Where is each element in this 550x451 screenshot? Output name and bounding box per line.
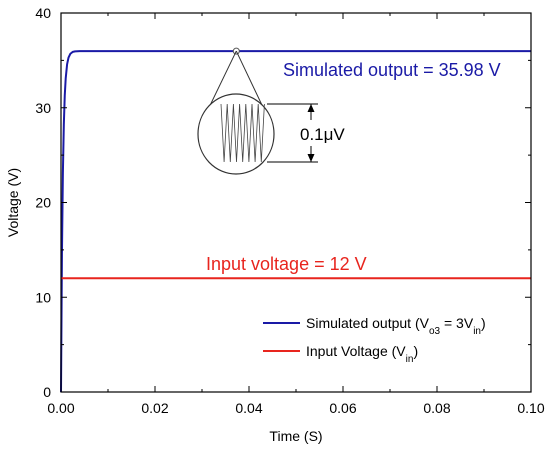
plot-lines [60,50,531,393]
ripple-waveform [220,103,265,163]
x-tick-label: 0.06 [329,400,356,416]
x-tick-label: 0.02 [141,400,168,416]
x-tick-label: 0.08 [423,400,450,416]
dim-arrow-down [307,154,315,162]
x-tick-label: 0.00 [47,400,74,416]
output-annotation: Simulated output = 35.98 V [283,60,501,80]
ripple-amplitude-label: 0.1μV [300,125,345,144]
y-tick-label: 30 [35,100,51,116]
axis-tick-labels: 0.00 0.02 0.04 0.06 0.08 0.10 0 10 20 30 40 [35,5,544,416]
y-tick-label: 40 [35,5,51,21]
dim-arrow-up [307,104,315,112]
legend: Simulated output (Vo3 = 3Vin) Input Volta… [263,315,486,365]
y-tick-label: 10 [35,289,51,305]
y-tick-label: 0 [43,384,51,400]
y-tick-label: 20 [35,195,51,211]
output-series-line [60,50,531,393]
legend-label-input: Input Voltage (Vin) [306,343,418,365]
axis-ticks [60,12,532,393]
legend-label-output: Simulated output (Vo3 = 3Vin) [306,315,486,337]
ripple-zoom-inset [197,47,318,175]
input-annotation: Input voltage = 12 V [206,254,367,274]
y-axis-title: Voltage (V) [5,168,21,237]
x-tick-label: 0.04 [235,400,262,416]
x-tick-label: 0.10 [517,400,544,416]
x-axis-title: Time (S) [269,428,322,444]
